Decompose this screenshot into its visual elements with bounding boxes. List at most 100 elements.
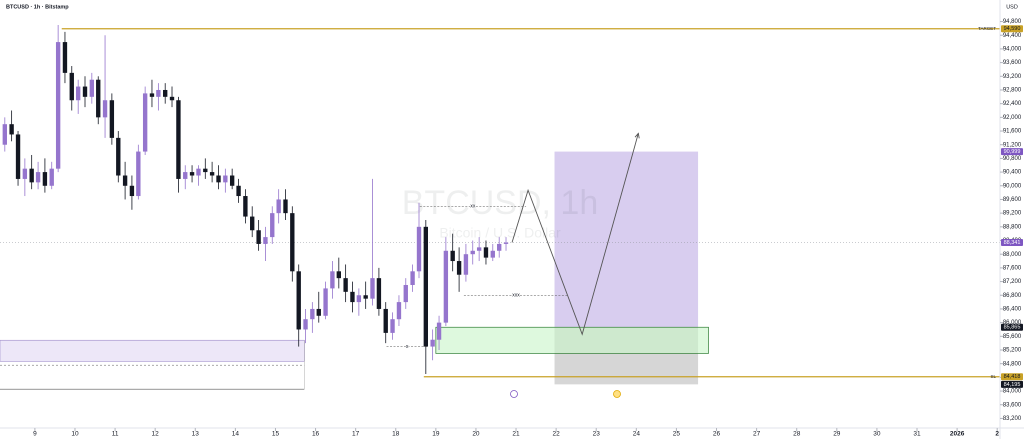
candle-body — [82, 86, 88, 97]
candle-body — [136, 151, 141, 197]
candle-body — [396, 302, 402, 320]
candle-body — [330, 271, 335, 289]
y-tick-label: 93,200 — [1003, 74, 1022, 80]
candle-body — [69, 72, 74, 101]
event-icon[interactable] — [510, 390, 518, 398]
dashed-level-label: xxx — [512, 293, 520, 299]
candle-body — [250, 216, 255, 231]
candle-body — [416, 226, 422, 272]
y-tick-label: 88,000 — [1003, 252, 1022, 258]
y-tick-label: 89,600 — [1003, 197, 1022, 203]
price-label-bg — [1001, 373, 1023, 381]
candle-body — [2, 124, 7, 145]
x-tick-label: 24 — [633, 431, 641, 438]
candle-body — [370, 278, 375, 299]
y-tick-label: 92,800 — [1003, 88, 1022, 94]
candle-body — [49, 168, 54, 186]
x-tick-label: 20 — [472, 431, 480, 438]
candle-body — [223, 175, 228, 183]
x-tick-label: 13 — [192, 431, 200, 438]
price-label: 94,590 — [1004, 26, 1021, 32]
x-tick-label: 22 — [553, 431, 561, 438]
candle-body — [270, 213, 275, 238]
event-icon[interactable] — [613, 390, 621, 398]
candle-body — [497, 243, 502, 251]
price-label: 84,195 — [1004, 382, 1021, 388]
y-tick-label: 86,400 — [1003, 307, 1022, 313]
x-tick-label: 19 — [432, 431, 440, 438]
candle-body — [490, 250, 495, 258]
x-tick-label: 11 — [112, 431, 119, 438]
candle-body — [430, 339, 435, 347]
price-label: 90,999 — [1004, 149, 1021, 155]
candle-body — [163, 89, 168, 97]
y-tick-label: 90,800 — [1003, 156, 1022, 162]
candle-body — [423, 226, 429, 347]
price-label: 88,341 — [1004, 240, 1021, 246]
candle-body — [183, 172, 188, 179]
x-tick-label: 27 — [753, 431, 761, 438]
candle-body — [350, 291, 355, 303]
candle-body — [55, 42, 61, 169]
candle-body — [303, 319, 308, 330]
candle-body — [189, 172, 195, 176]
candle-body — [263, 237, 268, 244]
currency-label: USD — [1006, 4, 1018, 10]
y-tick-label: 89,200 — [1003, 211, 1022, 217]
price-label-bg — [1001, 25, 1023, 33]
watermark-subtitle: Bitcoin / U.S. Dollar — [439, 225, 561, 241]
x-tick-label: 14 — [232, 431, 240, 438]
candle-body — [102, 100, 108, 118]
y-tick-label: 91,600 — [1003, 129, 1022, 135]
candle-body — [463, 254, 469, 275]
y-tick-label: 84,800 — [1003, 361, 1022, 367]
y-tick-label: 85,600 — [1003, 334, 1022, 340]
x-tick-label: 16 — [312, 431, 320, 438]
candle-body — [116, 137, 121, 176]
candle-body — [436, 322, 442, 340]
candle-body — [376, 278, 382, 309]
candle-body — [176, 100, 181, 179]
candle-body — [476, 247, 482, 251]
price-label-bg — [1001, 239, 1023, 247]
candle-body — [169, 96, 175, 101]
dashed-level-label: xx — [470, 204, 476, 210]
candle-body — [15, 134, 21, 179]
candle-body — [483, 247, 489, 258]
candle-body — [276, 199, 281, 214]
candle-body — [323, 288, 328, 316]
y-tick-label: 87,200 — [1003, 279, 1022, 285]
x-tick-label: 9 — [33, 431, 37, 438]
candle-body — [356, 295, 362, 303]
y-tick-label: 94,400 — [1003, 33, 1022, 39]
projection-arrowhead — [634, 132, 640, 139]
candle-body — [29, 168, 34, 183]
y-tick-label: 86,000 — [1003, 320, 1022, 326]
candles-layer — [2, 24, 509, 374]
y-tick-label: 93,600 — [1003, 60, 1022, 66]
price-label: 84,418 — [1004, 374, 1021, 380]
candle-body — [503, 242, 509, 244]
candle-body — [390, 319, 395, 333]
x-tick-label: 2026 — [950, 431, 965, 438]
candle-body — [336, 271, 341, 279]
candle-body — [9, 124, 14, 135]
candle-body — [196, 168, 201, 176]
candle-body — [109, 100, 115, 138]
position-profit — [554, 151, 699, 328]
candle-body — [229, 175, 235, 186]
y-tick-label: 84,000 — [1003, 389, 1022, 395]
candle-body — [256, 230, 261, 244]
candle-body — [42, 172, 48, 186]
candle-body — [283, 199, 288, 214]
price-label: 85,865 — [1004, 325, 1021, 331]
candle-body — [316, 308, 321, 316]
x-tick-label: 15 — [272, 431, 280, 438]
candle-body — [343, 278, 348, 292]
candle-body — [470, 250, 475, 255]
x-tick-label: 2 — [995, 431, 999, 438]
y-tick-label: 83,600 — [1003, 402, 1022, 408]
